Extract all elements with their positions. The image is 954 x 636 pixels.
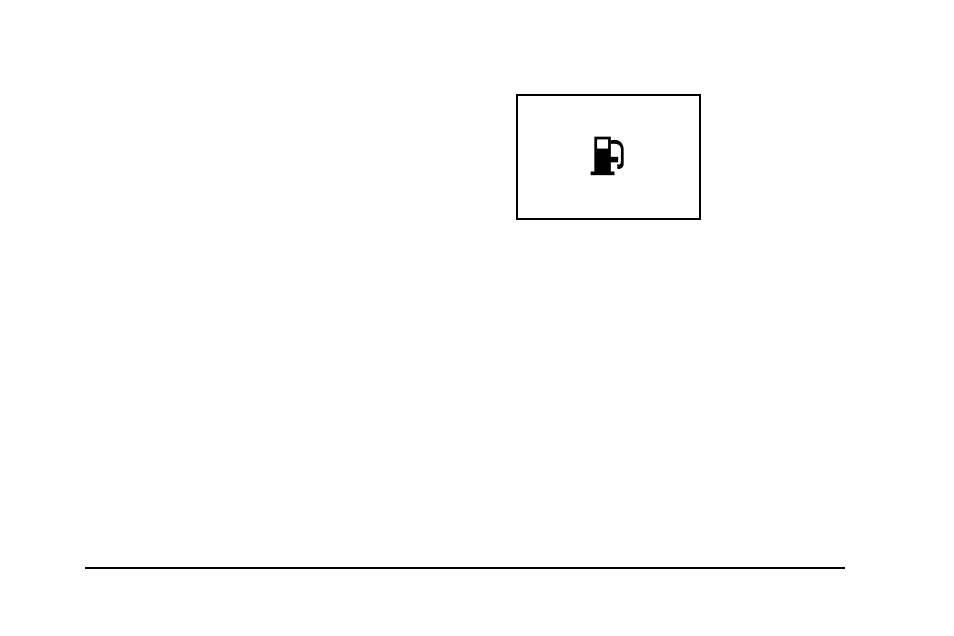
icon-frame	[516, 94, 701, 220]
fuel-pump-icon	[587, 133, 631, 182]
bottom-divider	[85, 567, 845, 569]
